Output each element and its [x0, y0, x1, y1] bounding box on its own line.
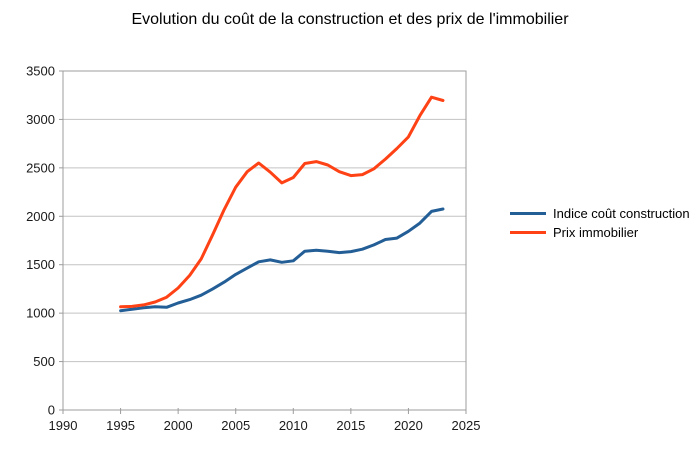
plot-border: [62, 70, 467, 411]
y-tick-label: 2000: [26, 209, 55, 224]
legend-label-construction: Indice coût construction: [553, 205, 690, 221]
x-tick-label: 2005: [221, 418, 250, 433]
legend-line-swatch-orange: [510, 230, 546, 234]
legend-line-swatch-blue: [510, 211, 546, 215]
x-tick-label: 1990: [49, 418, 78, 433]
y-tick-label: 3000: [26, 112, 55, 127]
legend-item-construction: Indice coût construction: [510, 205, 690, 221]
y-tick-label: 1500: [26, 257, 55, 272]
y-tick-label: 1000: [26, 306, 55, 321]
x-tick-label: 1995: [106, 418, 135, 433]
series-line-0: [119, 207, 445, 313]
x-tick-label: 2015: [336, 418, 365, 433]
x-tick-label: 2010: [279, 418, 308, 433]
y-tick-label: 500: [33, 354, 55, 369]
y-tick-label: 0: [48, 403, 55, 418]
x-tick-label: 2000: [164, 418, 193, 433]
y-tick-label: 3500: [26, 64, 55, 79]
series-line-1: [119, 95, 445, 309]
legend-label-immobilier: Prix immobilier: [553, 224, 639, 240]
chart-title: Evolution du coût de la construction et …: [131, 11, 569, 28]
y-tick-label: 2500: [26, 160, 55, 175]
legend-item-immobilier: Prix immobilier: [510, 224, 690, 240]
x-tick-label: 2020: [394, 418, 423, 433]
legend: Indice coût construction Prix immobilier: [510, 205, 690, 240]
x-tick-label: 2025: [452, 418, 481, 433]
